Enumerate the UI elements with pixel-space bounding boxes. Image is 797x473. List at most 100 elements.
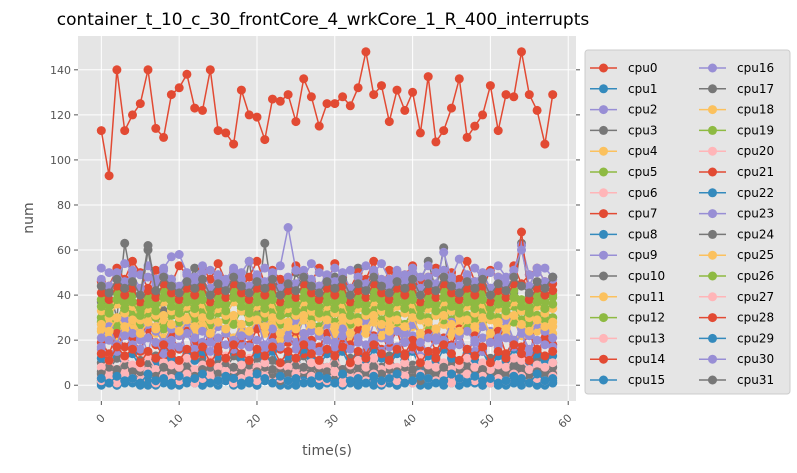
legend-marker [708,125,717,135]
data-point [330,277,340,287]
data-point [470,304,480,314]
data-point [361,353,371,363]
data-point [244,110,254,120]
data-point [229,374,239,383]
data-point [338,324,348,334]
data-point [392,369,402,379]
data-point [213,333,223,343]
data-point [509,371,519,381]
legend-label: cpu22 [737,186,774,200]
data-point [338,268,348,278]
legend-item: cpu8 [590,227,657,241]
data-point [509,292,519,302]
legend-label: cpu17 [737,82,774,96]
data-point [252,335,262,345]
legend-item: cpu25 [699,248,774,262]
data-point [275,96,285,106]
data-point [174,295,184,305]
data-point [361,47,371,57]
data-point [213,259,223,269]
data-point [462,270,472,280]
data-point [275,290,285,300]
data-point [221,340,231,350]
data-point [447,369,456,379]
data-point [353,337,363,347]
data-point [423,360,433,370]
data-point [166,295,176,305]
data-point [330,322,340,332]
data-point [439,126,449,136]
data-point [229,362,239,372]
data-point [236,378,246,388]
data-point [128,277,137,287]
data-point [470,371,480,381]
data-point [384,295,394,305]
legend-marker [599,188,608,198]
data-point [314,355,324,365]
data-point [205,371,215,381]
data-point [377,349,386,359]
data-point [268,355,277,365]
legend-item: cpu6 [590,186,657,200]
y-tick-label: 40 [57,289,71,302]
data-point [524,90,534,100]
data-point [306,376,316,386]
data-point [361,261,371,271]
data-point [159,265,169,275]
legend-marker [599,229,608,239]
data-point [306,358,316,368]
data-point [135,297,145,307]
data-point [431,324,441,334]
data-point [291,292,301,302]
data-point [493,299,503,309]
data-point [400,277,410,287]
data-point [283,362,293,372]
legend-label: cpu14 [628,352,665,366]
data-point [369,292,379,302]
data-point [462,353,472,363]
data-point [128,315,137,325]
data-point [501,90,511,100]
data-point [112,371,122,381]
data-point [166,281,176,291]
data-point [540,139,550,149]
data-point [447,378,456,388]
data-point [135,99,145,109]
series-cpu26 [96,292,558,320]
data-point [213,362,223,372]
data-point [198,105,207,115]
data-point [392,270,402,280]
data-point [462,344,472,354]
legend-item: cpu29 [699,331,774,345]
data-point [306,349,316,359]
data-point [143,299,153,309]
data-point [509,353,519,363]
legend-item: cpu26 [699,269,774,283]
data-point [470,121,480,131]
data-point [345,310,355,320]
data-point [260,297,270,307]
legend-item: cpu20 [699,144,774,158]
data-point [104,378,114,388]
legend-item: cpu14 [590,352,665,366]
data-point [377,81,386,91]
data-point [493,378,503,388]
data-point [400,322,410,332]
data-point [338,342,348,352]
data-point [377,319,386,329]
data-point [244,369,254,379]
data-point [151,286,161,296]
data-point [540,290,550,300]
data-point [174,288,184,298]
data-point [540,340,550,350]
data-point [462,132,472,142]
data-point [423,72,433,82]
data-point [384,308,394,318]
x-axis-label: time(s) [302,443,352,459]
legend-marker [599,167,608,177]
data-point [392,344,402,354]
data-point [229,139,239,149]
data-point [447,319,456,329]
data-point [283,369,293,379]
data-point [190,351,200,361]
